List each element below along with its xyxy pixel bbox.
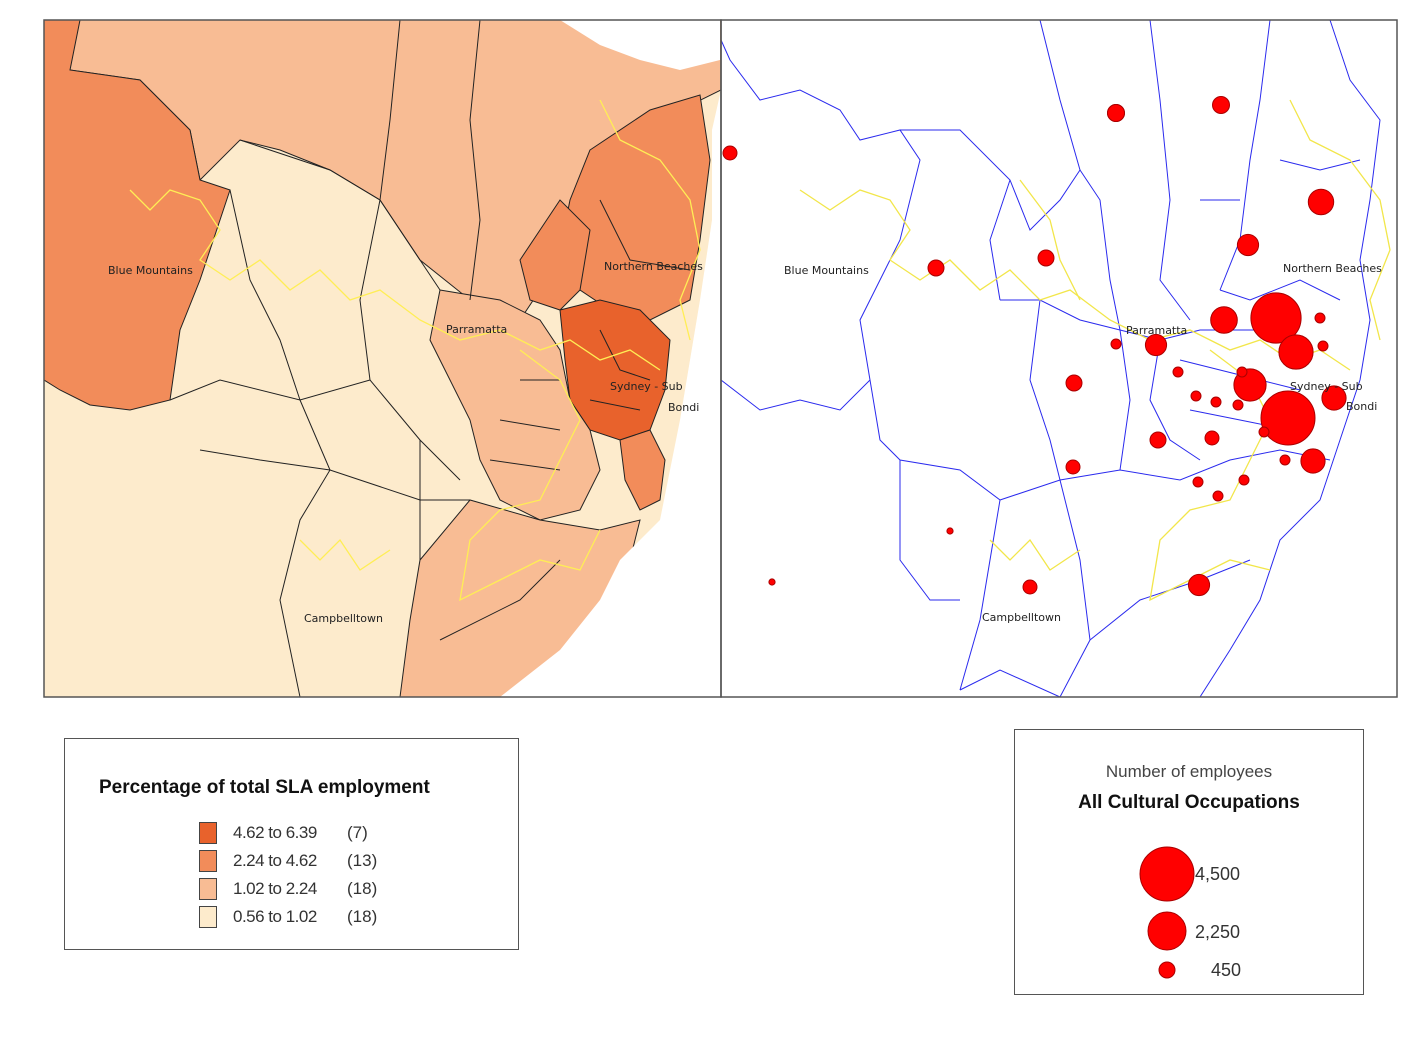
label-sydney-right: Sydney - Sub — [1290, 380, 1363, 393]
ocean — [500, 90, 721, 697]
employee-circle-hawkesbury-far — [1065, 459, 1081, 475]
legend-class-1: 4.62 to 6.39 (7) — [199, 821, 368, 845]
employee-circle-blue-mountains — [927, 259, 945, 277]
employee-circle-sydney-city — [1260, 390, 1316, 446]
legend-swatch-4 — [199, 906, 217, 928]
employee-circle-ryde — [1210, 306, 1238, 334]
legend-label-4500: 4,500 — [1195, 864, 1240, 884]
employee-circle-canterbury — [1149, 431, 1167, 449]
legend-count-4: (18) — [347, 907, 378, 926]
legend-label-450: 450 — [1211, 960, 1241, 980]
employee-circle-small-5 — [1212, 490, 1224, 502]
employee-circle-small-12 — [1110, 338, 1122, 350]
legend-label-2250: 2,250 — [1195, 922, 1240, 942]
legend-swatch-2 — [199, 850, 217, 872]
label-bondi-right: Bondi — [1346, 400, 1377, 413]
right-map-frame — [720, 19, 1398, 698]
employee-circle-north-1 — [1212, 96, 1230, 114]
employee-circle-small-6 — [1238, 474, 1250, 486]
employee-circle-camden — [946, 527, 954, 535]
employee-circle-ku-ring-gai — [1236, 233, 1260, 257]
legend-count-3: (18) — [347, 879, 378, 898]
employee-circle-small-3 — [1210, 396, 1222, 408]
employee-circle-parramatta — [1144, 333, 1168, 357]
label-blue-mountains: Blue Mountains — [108, 264, 193, 277]
symbol-map: Blue Mountains Northern Beaches Parramat… — [721, 20, 1397, 697]
legend-range-2: 2.24 to 4.62 — [233, 851, 317, 870]
symbol-legend: Number of employees All Cultural Occupat… — [1014, 729, 1364, 995]
label-northern-beaches: Northern Beaches — [604, 260, 703, 273]
employee-circle-sutherland — [1187, 573, 1211, 597]
choropleth-legend: Percentage of total SLA employment 4.62 … — [64, 738, 519, 950]
label-northern-beaches-right: Northern Beaches — [1283, 262, 1382, 275]
employee-circle-small-8 — [1258, 426, 1270, 438]
employee-circle-campbelltown — [1022, 579, 1038, 595]
legend-circle-2250 — [1147, 911, 1187, 951]
symbol-legend-circles: 4,500 2,250 450 — [1139, 846, 1241, 980]
employee-circle-north-east-1 — [1307, 188, 1335, 216]
employee-circle-waverley — [1300, 448, 1326, 474]
employee-circle-small-2 — [1232, 399, 1244, 411]
employee-circle-hills — [1037, 249, 1055, 267]
choropleth-legend-title: Percentage of total SLA employment — [99, 777, 430, 798]
symbol-legend-subtitle: Number of employees — [1105, 762, 1273, 781]
legend-count-2: (13) — [347, 851, 378, 870]
legend-class-3: 1.02 to 2.24 (18) — [199, 877, 377, 901]
employee-circle-layer — [768, 96, 1347, 597]
region-middle-ring — [429, 289, 601, 521]
choropleth-map: Blue Mountains Northern Beaches Parramat… — [44, 20, 721, 697]
legend-swatch-3 — [199, 878, 217, 900]
employee-circle-small-1 — [1190, 390, 1202, 402]
employee-circle-small-9 — [1317, 340, 1329, 352]
legend-swatch-1 — [199, 822, 217, 844]
legend-circle-4500 — [1139, 846, 1195, 902]
symbol-legend-title: All Cultural Occupations — [1078, 792, 1300, 813]
employee-circle-small-0 — [1172, 366, 1184, 378]
region-eastern-suburbs — [619, 429, 666, 511]
employee-circle-randwick — [1321, 385, 1347, 411]
employee-circle-rockdale — [1204, 430, 1220, 446]
legend-count-1: (7) — [347, 823, 368, 842]
legend-range-4: 0.56 to 1.02 — [233, 907, 317, 926]
employee-circle-north-sydney — [1250, 292, 1302, 344]
label-bondi: Bondi — [668, 401, 699, 414]
maps-panel: Blue Mountains Northern Beaches Parramat… — [43, 19, 1398, 698]
label-parramatta-right: Parramatta — [1126, 324, 1187, 337]
employee-circle-hawkesbury-outer — [722, 145, 738, 161]
label-blue-mountains-right: Blue Mountains — [784, 264, 869, 277]
region-blue-mountains — [44, 20, 231, 411]
legend-class-4: 0.56 to 1.02 (18) — [199, 905, 377, 929]
legend-range-3: 1.02 to 2.24 — [233, 879, 317, 898]
employee-circle-small-4 — [1192, 476, 1204, 488]
employee-circle-north-2 — [1107, 104, 1125, 122]
employee-circle-small-10 — [1314, 312, 1326, 324]
employee-circle-small-7 — [1279, 454, 1291, 466]
employee-circle-wollondilly — [768, 578, 776, 586]
legend-class-2: 2.24 to 4.62 (13) — [199, 849, 377, 873]
label-campbelltown-right: Campbelltown — [982, 611, 1061, 624]
legend-range-1: 4.62 to 6.39 — [233, 823, 317, 842]
label-campbelltown: Campbelltown — [304, 612, 383, 625]
label-sydney: Sydney - Sub — [610, 380, 683, 393]
employee-circle-leichhardt — [1278, 334, 1314, 370]
label-parramatta: Parramatta — [446, 323, 507, 336]
legend-circle-450 — [1158, 961, 1176, 979]
employee-circle-small-11 — [1236, 366, 1248, 378]
region-ku-ring-gai — [519, 199, 591, 311]
employee-circle-liverpool — [1065, 374, 1083, 392]
